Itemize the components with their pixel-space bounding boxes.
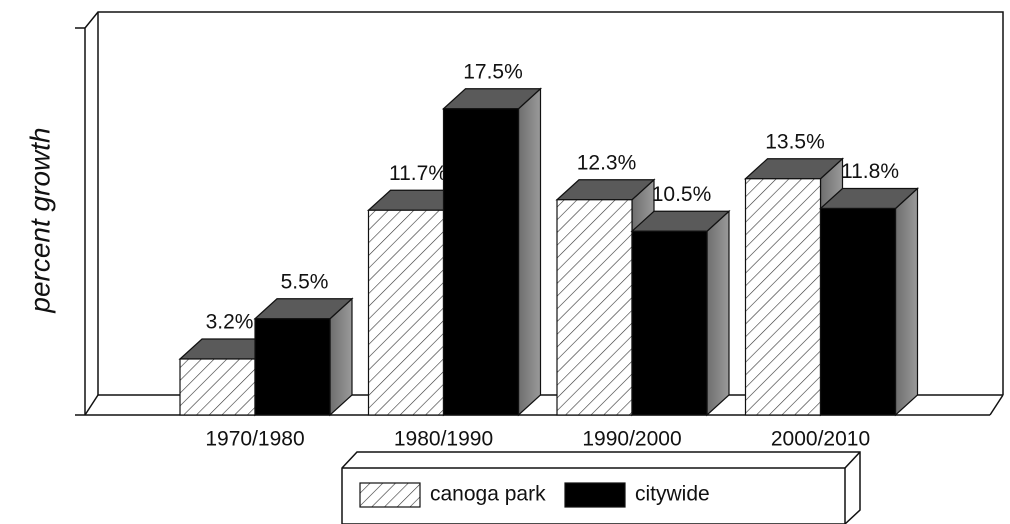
data-label: 10.5% xyxy=(652,183,712,206)
x-tick-label: 1990/2000 xyxy=(582,428,681,451)
bar xyxy=(179,358,256,416)
data-label: 13.5% xyxy=(765,130,825,153)
data-label: 11.8% xyxy=(841,160,899,183)
bar xyxy=(556,199,633,416)
bar xyxy=(442,108,520,416)
data-label: 12.3% xyxy=(577,151,637,174)
legend-swatch xyxy=(564,482,626,508)
x-tick-label: 2000/2010 xyxy=(771,428,870,451)
data-label: 11.7% xyxy=(389,162,447,185)
legend-label: canoga park xyxy=(430,483,546,506)
legend-swatch xyxy=(359,482,421,508)
y-axis-label: percent growth xyxy=(24,127,55,313)
bar-side xyxy=(517,87,542,417)
bar xyxy=(254,318,331,416)
x-tick-label: 1970/1980 xyxy=(205,428,304,451)
bar-side xyxy=(894,187,919,417)
x-tick-label: 1980/1990 xyxy=(394,428,493,451)
bar xyxy=(744,178,822,416)
data-label: 3.2% xyxy=(206,311,254,334)
data-label: 17.5% xyxy=(463,60,523,83)
bar xyxy=(367,209,445,416)
data-label: 5.5% xyxy=(281,270,329,293)
bar-side xyxy=(706,209,730,417)
legend-label: citywide xyxy=(635,483,710,506)
bar xyxy=(631,230,708,416)
bar xyxy=(819,207,897,416)
